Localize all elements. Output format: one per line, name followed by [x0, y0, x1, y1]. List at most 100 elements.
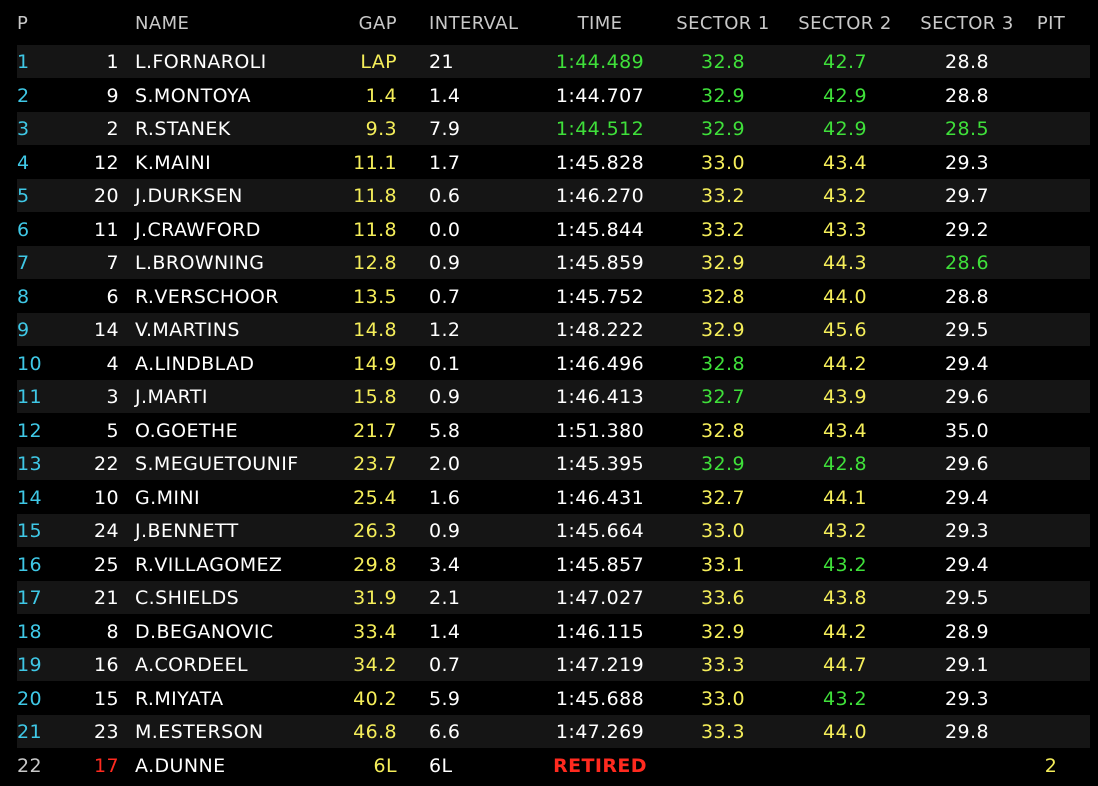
cell-car-number: 12	[94, 151, 119, 174]
cell-driver-name: G.MINI	[135, 486, 200, 509]
cell-driver-name: A.CORDEEL	[135, 654, 248, 676]
cell-driver-name: O.GOETHE	[135, 419, 239, 442]
cell-interval: 6.6	[429, 721, 461, 743]
table-row: 14 10 G.MINI 25.4 1.6 1:46.431 32.7 44.1 29.4	[17, 481, 1090, 514]
cell-sector-3: 28.8	[945, 51, 989, 73]
cell-sector-3: 29.5	[945, 587, 989, 609]
cell-driver-name: D.BEGANOVIC	[135, 620, 274, 643]
cell-sector-2: 44.3	[823, 252, 867, 274]
cell-lap-time: 1:44.707	[555, 84, 645, 107]
cell-position: 16	[17, 553, 42, 576]
cell-sector-3: 29.6	[945, 386, 989, 408]
cell-sector-2: 42.9	[823, 84, 867, 107]
cell-driver-name: R.MIYATA	[135, 687, 224, 710]
cell-position: 17	[17, 587, 42, 609]
cell-interval: 1.6	[429, 486, 461, 509]
table-row: 17 21 C.SHIELDS 31.9 2.1 1:47.027 33.6 43.8 29.5	[17, 581, 1090, 614]
cell-position: 21	[17, 721, 42, 743]
cell-sector-1: 33.0	[701, 520, 745, 542]
cell-lap-time: 1:47.269	[555, 721, 645, 743]
header-interval: INTERVAL	[429, 13, 519, 34]
cell-interval: 0.7	[429, 285, 461, 308]
cell-interval: 0.9	[429, 252, 461, 274]
cell-car-number: 5	[106, 419, 119, 442]
cell-sector-1: 32.8	[701, 352, 745, 375]
table-row: 5 20 J.DURKSEN 11.8 0.6 1:46.270 33.2 43.2 29.7	[17, 179, 1090, 212]
cell-sector-2: 45.6	[823, 319, 867, 341]
cell-sector-3: 29.7	[945, 185, 989, 207]
cell-car-number: 14	[94, 319, 119, 341]
cell-lap-time: 1:45.828	[555, 151, 645, 174]
cell-driver-name: R.VILLAGOMEZ	[135, 553, 283, 576]
cell-gap: 25.4	[353, 486, 397, 509]
cell-sector-2: 42.9	[823, 118, 867, 140]
cell-sector-3: 29.8	[945, 721, 989, 743]
cell-position: 2	[17, 84, 30, 107]
cell-sector-2: 44.7	[823, 654, 867, 676]
cell-lap-time: 1:46.496	[555, 352, 645, 375]
cell-driver-name: M.ESTERSON	[135, 721, 264, 743]
cell-driver-name: J.CRAWFORD	[135, 218, 261, 241]
cell-car-number: 9	[106, 84, 119, 107]
cell-interval: 0.0	[429, 218, 461, 241]
cell-gap: 21.7	[353, 419, 397, 442]
cell-interval: 2.0	[429, 453, 461, 475]
cell-car-number: 21	[94, 587, 119, 609]
table-row: 7 7 L.BROWNING 12.8 0.9 1:45.859 32.9 44.3 28.6	[17, 246, 1090, 279]
cell-sector-3: 28.8	[945, 84, 989, 107]
table-row: 6 11 J.CRAWFORD 11.8 0.0 1:45.844 33.2 43.3 29.2	[17, 213, 1090, 246]
cell-driver-name: S.MEGUETOUNIF	[135, 453, 299, 475]
cell-sector-1: 33.1	[701, 553, 745, 576]
header-sector-3: SECTOR 3	[920, 13, 1014, 34]
cell-gap: 12.8	[353, 252, 397, 274]
header-sector-1: SECTOR 1	[676, 13, 770, 34]
cell-lap-time: 1:45.844	[555, 218, 645, 241]
cell-sector-1: 33.6	[701, 587, 745, 609]
cell-gap: 46.8	[353, 721, 397, 743]
cell-sector-2: 43.4	[823, 151, 867, 174]
table-row: 1 1 L.FORNAROLI LAP 21 1:44.489 32.8 42.7 28.8	[17, 45, 1090, 78]
cell-car-number: 15	[94, 687, 119, 710]
header-pit: PIT	[1036, 13, 1066, 34]
cell-interval: 1.4	[429, 620, 461, 643]
table-row: 13 22 S.MEGUETOUNIF 23.7 2.0 1:45.395 32.9 42.8…	[17, 447, 1090, 480]
table-row: 4 12 K.MAINI 11.1 1.7 1:45.828 33.0 43.4 29.3	[17, 146, 1090, 179]
cell-driver-name: J.BENNETT	[135, 520, 239, 542]
cell-driver-name: V.MARTINS	[135, 319, 240, 341]
cell-sector-3: 28.9	[945, 620, 989, 643]
cell-driver-name: L.FORNAROLI	[135, 51, 267, 73]
cell-interval: 6L	[429, 754, 453, 777]
cell-sector-3: 29.3	[945, 687, 989, 710]
table-row: 16 25 R.VILLAGOMEZ 29.8 3.4 1:45.857 33.1 43.2 2…	[17, 548, 1090, 581]
cell-sector-2: 44.2	[823, 352, 867, 375]
cell-sector-2: 44.1	[823, 486, 867, 509]
header-gap: GAP	[358, 13, 397, 34]
table-row: 3 2 R.STANEK 9.3 7.9 1:44.512 32.9 42.9 28.5	[17, 112, 1090, 145]
cell-gap: 9.3	[365, 118, 397, 140]
cell-position: 11	[17, 386, 42, 408]
cell-lap-time: RETIRED	[553, 754, 647, 777]
cell-interval: 0.1	[429, 352, 461, 375]
cell-sector-1: 33.3	[701, 654, 745, 676]
cell-sector-2: 44.0	[823, 285, 867, 308]
cell-sector-3: 28.8	[945, 285, 989, 308]
cell-car-number: 22	[94, 453, 119, 475]
cell-position: 22	[17, 754, 42, 777]
cell-sector-3: 28.6	[945, 252, 989, 274]
cell-lap-time: 1:45.859	[555, 252, 645, 274]
cell-sector-1: 32.9	[701, 84, 745, 107]
cell-lap-time: 1:44.512	[555, 118, 645, 140]
cell-car-number: 10	[94, 486, 119, 509]
cell-sector-2: 43.2	[823, 687, 867, 710]
cell-driver-name: R.STANEK	[135, 118, 231, 140]
cell-driver-name: S.MONTOYA	[135, 84, 251, 107]
cell-sector-3: 29.5	[945, 319, 989, 341]
cell-sector-2: 43.2	[823, 520, 867, 542]
cell-lap-time: 1:45.752	[555, 285, 645, 308]
cell-sector-1: 32.9	[701, 319, 745, 341]
header-time: TIME	[577, 13, 623, 34]
cell-sector-2: 42.7	[823, 51, 867, 73]
cell-driver-name: J.MARTI	[135, 386, 208, 408]
cell-gap: 15.8	[353, 386, 397, 408]
cell-sector-1: 33.2	[701, 185, 745, 207]
